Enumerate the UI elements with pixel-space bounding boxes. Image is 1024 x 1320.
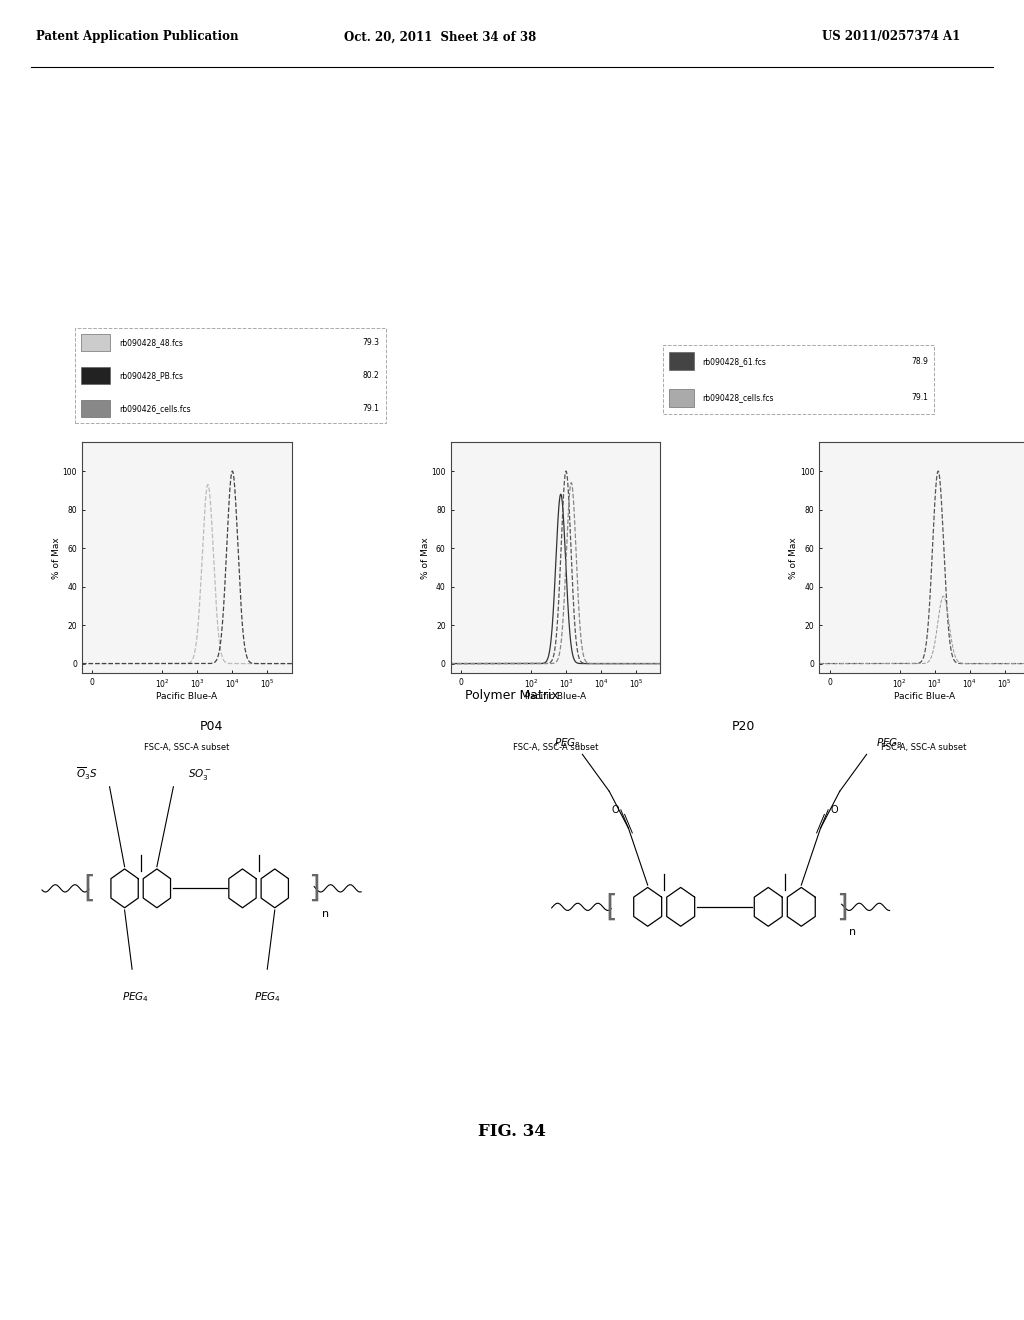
- Text: 79.3: 79.3: [362, 338, 380, 347]
- Text: $SO_3^-$: $SO_3^-$: [187, 767, 212, 781]
- Text: $PEG_8$: $PEG_8$: [554, 737, 581, 750]
- X-axis label: Pacific Blue-A: Pacific Blue-A: [525, 692, 586, 701]
- Y-axis label: % of Max: % of Max: [421, 537, 430, 578]
- Text: P04: P04: [200, 719, 222, 733]
- Text: rb090428_61.fcs: rb090428_61.fcs: [702, 356, 766, 366]
- X-axis label: Pacific Blue-A: Pacific Blue-A: [157, 692, 217, 701]
- Text: US 2011/0257374 A1: US 2011/0257374 A1: [821, 30, 961, 44]
- FancyBboxPatch shape: [81, 367, 110, 384]
- Text: FIG. 34: FIG. 34: [478, 1123, 546, 1140]
- Text: Oct. 20, 2011  Sheet 34 of 38: Oct. 20, 2011 Sheet 34 of 38: [344, 30, 537, 44]
- Text: $\overline{O}_3S$: $\overline{O}_3S$: [77, 766, 97, 781]
- Text: $PEG_4$: $PEG_4$: [122, 990, 150, 1003]
- Text: $PEG_4$: $PEG_4$: [254, 990, 281, 1003]
- Text: O: O: [611, 805, 618, 814]
- Text: Polymer Matrix: Polymer Matrix: [465, 689, 559, 702]
- Y-axis label: % of Max: % of Max: [790, 537, 799, 578]
- FancyBboxPatch shape: [669, 352, 693, 371]
- Text: 80.2: 80.2: [362, 371, 380, 380]
- Text: O: O: [830, 805, 838, 814]
- Text: 78.9: 78.9: [911, 356, 929, 366]
- Text: ]: ]: [836, 892, 848, 921]
- Y-axis label: % of Max: % of Max: [52, 537, 61, 578]
- Text: 79.1: 79.1: [362, 404, 380, 413]
- Text: rb090428_PB.fcs: rb090428_PB.fcs: [119, 371, 183, 380]
- Text: [: [: [83, 874, 95, 903]
- FancyBboxPatch shape: [669, 388, 693, 407]
- Text: rb090428_cells.fcs: rb090428_cells.fcs: [702, 393, 773, 403]
- Text: rb090426_cells.fcs: rb090426_cells.fcs: [119, 404, 190, 413]
- Text: FSC-A, SSC-A subset: FSC-A, SSC-A subset: [882, 743, 967, 751]
- Text: Patent Application Publication: Patent Application Publication: [36, 30, 239, 44]
- Text: $PEG_8$: $PEG_8$: [877, 737, 903, 750]
- Text: FSC-A, SSC-A subset: FSC-A, SSC-A subset: [144, 743, 229, 751]
- X-axis label: Pacific Blue-A: Pacific Blue-A: [894, 692, 954, 701]
- Text: 79.1: 79.1: [911, 393, 929, 403]
- Text: ]: ]: [308, 874, 321, 903]
- Text: n: n: [849, 927, 856, 937]
- FancyBboxPatch shape: [81, 400, 110, 417]
- Text: n: n: [322, 908, 329, 919]
- Text: rb090428_48.fcs: rb090428_48.fcs: [119, 338, 183, 347]
- Text: FSC-A, SSC-A subset: FSC-A, SSC-A subset: [513, 743, 598, 751]
- Text: P20: P20: [732, 719, 756, 733]
- Text: [: [: [605, 892, 617, 921]
- FancyBboxPatch shape: [81, 334, 110, 351]
